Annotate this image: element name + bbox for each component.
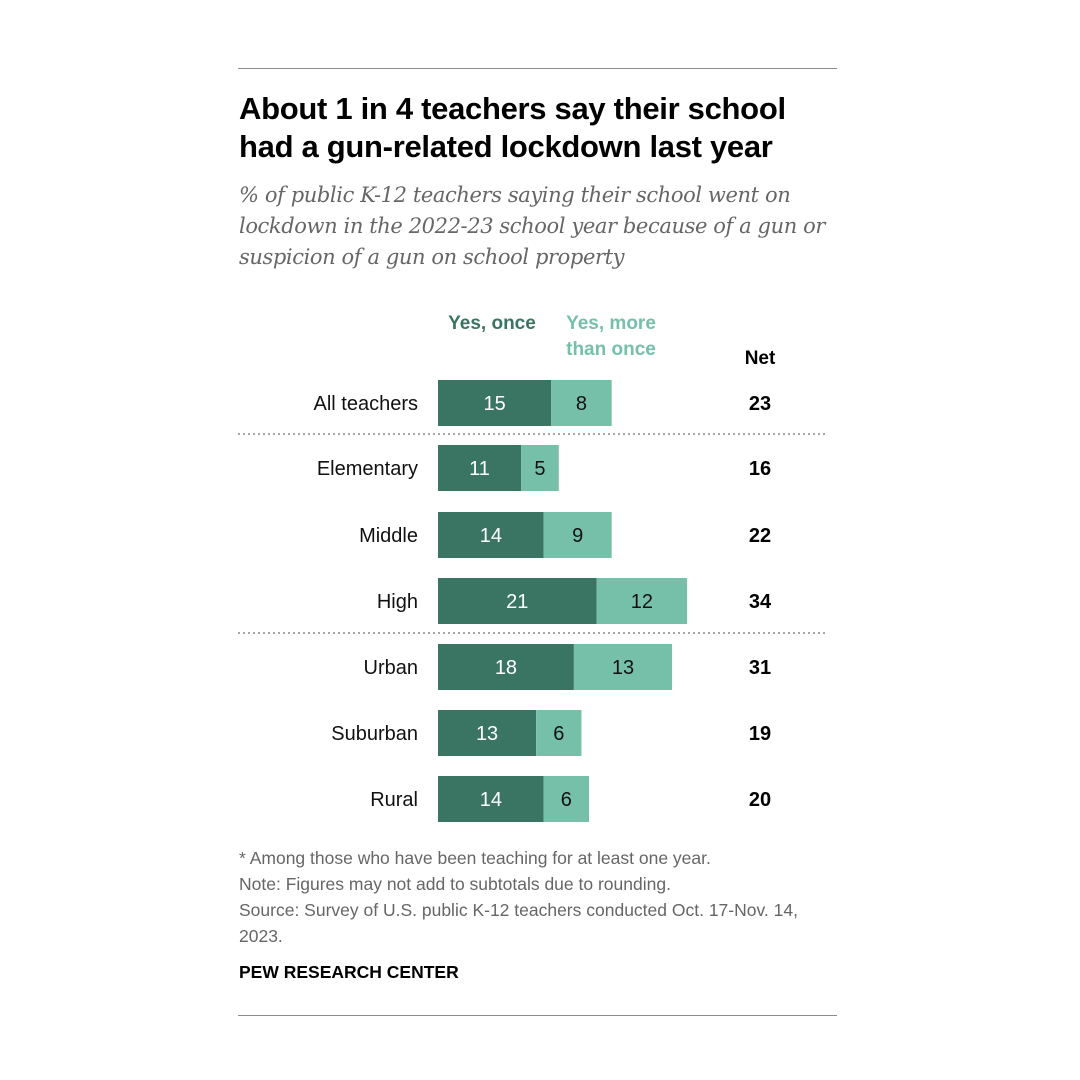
bar-value-label: 5 [534, 458, 545, 480]
bar-yes-more-than-once [551, 380, 612, 426]
bar-value-label: 15 [484, 393, 506, 415]
category-label: Urban [364, 657, 418, 679]
legend-yes-once: Yes, once [448, 313, 536, 334]
note-asterisk: * Among those who have been teaching for… [239, 848, 711, 868]
bar-yes-once [438, 644, 574, 690]
net-value: 22 [749, 525, 771, 547]
net-value: 31 [749, 657, 771, 679]
source-organization: PEW RESEARCH CENTER [239, 962, 459, 982]
bar-value-label: 11 [469, 458, 490, 480]
bar-yes-once [438, 380, 552, 426]
bar-value-label: 6 [553, 723, 564, 745]
bar-value-label: 21 [506, 591, 528, 613]
bar-yes-more-than-once [536, 710, 582, 756]
category-label: Rural [370, 789, 418, 811]
net-value: 23 [749, 393, 771, 415]
bar-value-label: 14 [480, 525, 502, 547]
bar-value-label: 18 [495, 657, 517, 679]
bar-yes-once [438, 445, 522, 491]
bar-value-label: 6 [561, 789, 572, 811]
category-label: Middle [359, 525, 418, 547]
net-value: 34 [749, 591, 772, 613]
net-value: 16 [749, 458, 771, 480]
bar-yes-more-than-once [596, 578, 688, 624]
bar-yes-more-than-once [521, 445, 559, 491]
category-label: All teachers [314, 393, 419, 415]
legend-yes-more-than-once: Yes, more than once [566, 313, 656, 360]
bar-value-label: 13 [476, 723, 498, 745]
top-rule [238, 68, 837, 69]
bottom-rule [238, 1015, 837, 1016]
net-value: 19 [749, 723, 771, 745]
category-label: Elementary [317, 458, 418, 480]
bar-value-label: 12 [631, 591, 653, 613]
bar-yes-once [438, 578, 597, 624]
category-label: Suburban [331, 723, 418, 745]
net-value: 20 [749, 789, 771, 811]
bar-yes-once [438, 512, 544, 558]
bar-yes-once [438, 776, 544, 822]
chart-title: About 1 in 4 teachers say their school h… [239, 91, 786, 164]
chart-subtitle: % of public K-12 teachers saying their s… [239, 183, 825, 269]
bar-value-label: 14 [480, 789, 502, 811]
note-rounding: Note: Figures may not add to subtotals d… [239, 874, 671, 894]
bar-yes-once [438, 710, 537, 756]
bar-value-label: 9 [572, 525, 583, 547]
bar-yes-more-than-once [573, 644, 673, 690]
category-label: High [377, 591, 418, 613]
net-column-header: Net [744, 348, 776, 369]
bar-value-label: 13 [612, 657, 634, 679]
note-source: Source: Survey of U.S. public K-12 teach… [239, 900, 798, 946]
bar-yes-more-than-once [543, 512, 612, 558]
bar-yes-more-than-once [543, 776, 589, 822]
bar-value-label: 8 [576, 393, 587, 415]
